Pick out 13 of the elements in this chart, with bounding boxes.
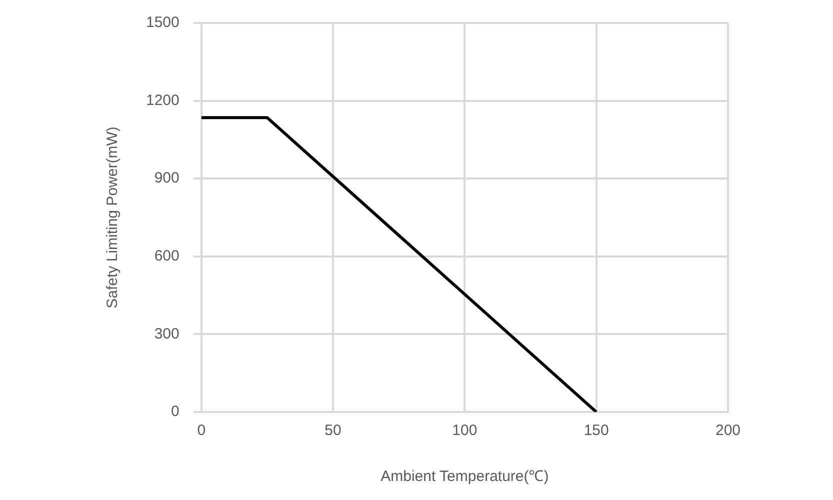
y-tick-label: 900 — [154, 170, 180, 187]
x-tick-label: 100 — [452, 422, 478, 440]
x-tick-label: 0 — [197, 422, 206, 440]
y-tick-label: 1500 — [146, 14, 180, 32]
x-tick-label: 50 — [324, 422, 342, 440]
y-tick-label: 300 — [154, 325, 180, 342]
x-tick-label: 200 — [715, 422, 741, 440]
x-axis-title: Ambient Temperature(℃) — [380, 468, 549, 486]
x-tick-label: 150 — [584, 422, 609, 440]
y-axis-title: Safety Limiting Power(mW) — [104, 126, 122, 308]
y-tick-label: 0 — [171, 403, 180, 420]
y-tick-label: 600 — [154, 248, 180, 265]
y-tick-label: 1200 — [146, 92, 180, 109]
